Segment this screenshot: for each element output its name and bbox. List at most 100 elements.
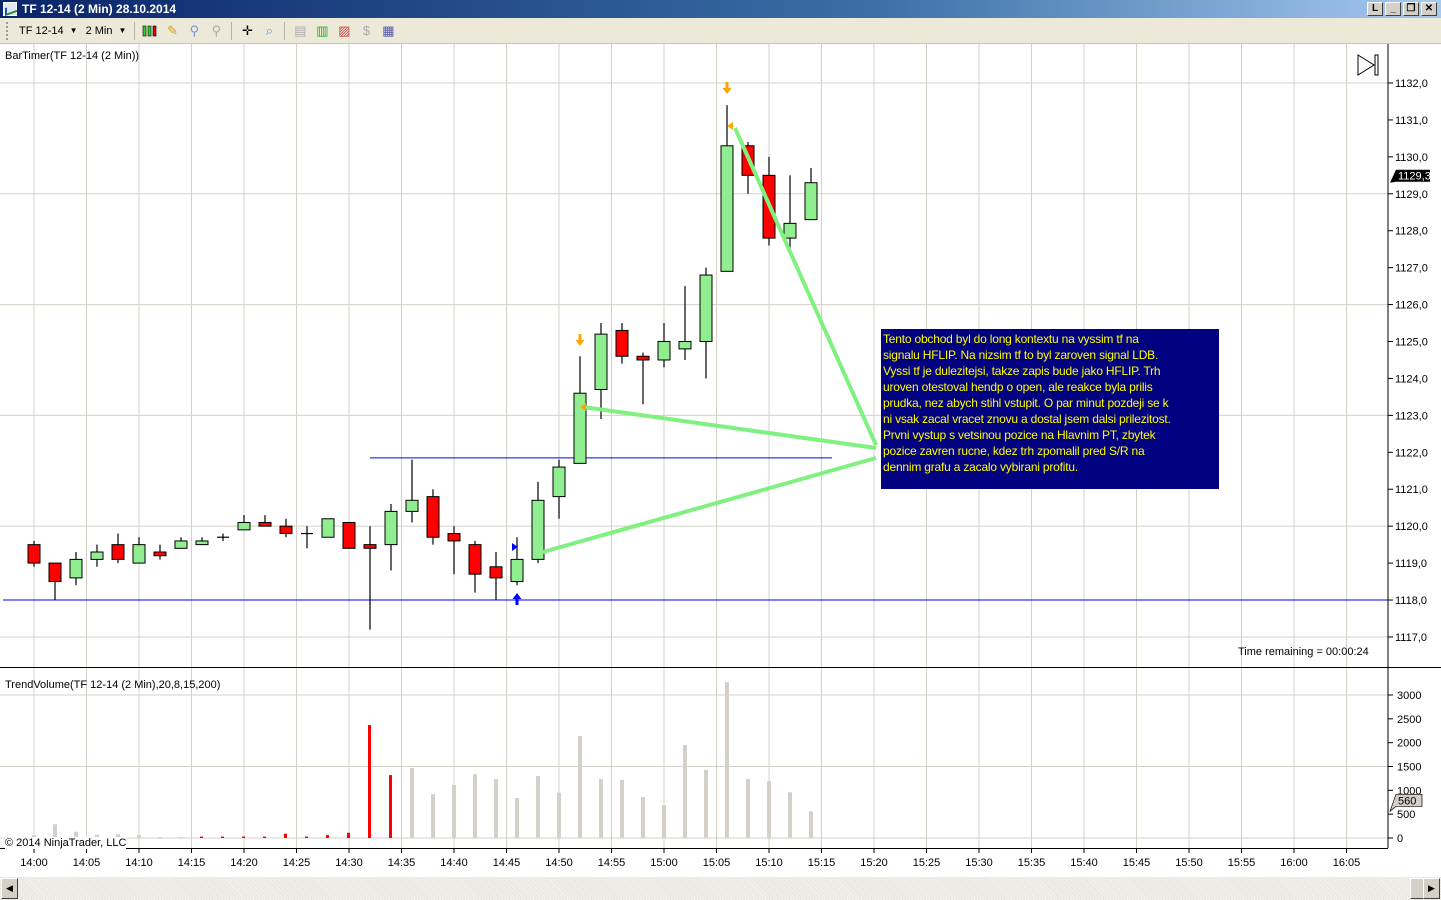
annotation-line: Tento obchod byl do long kontextu na vys… [883,332,1139,346]
divider [231,21,233,40]
properties-icon[interactable]: ▤ [294,22,307,38]
toolbar-grip[interactable] [6,21,9,40]
candle-body [804,182,818,221]
data-box-icon[interactable]: ⌕ [265,22,274,38]
candle-body [237,521,251,531]
instrument-label: TF 12-14 [19,24,64,37]
volume-bar [410,767,414,838]
candle-body [69,558,83,579]
volume-bar [368,725,371,838]
volume-bar [662,805,666,838]
volume-bar [53,824,57,838]
candle-body [699,274,713,343]
candle-body [426,496,440,538]
candle-body [384,510,398,546]
candle-body [783,222,797,239]
last-price-label: 1129,3 [1398,171,1431,183]
entry-marker-icon [512,543,518,551]
window-title: TF 12-14 (2 Min) 28.10.2014 [22,2,177,16]
trade-annotation[interactable]: Tento obchod byl do long kontextu na vys… [881,329,1219,489]
candle-body [636,355,650,361]
time-axis-label: 15:25 [913,857,941,869]
volume-bar [599,778,603,838]
volume-bar [788,792,792,838]
time-axis-label: 16:00 [1280,857,1308,869]
volume-bar [137,835,141,838]
time-axis-label: 15:50 [1175,857,1203,869]
candle-body [48,562,62,583]
volume-bar [515,797,519,838]
volume-axis-label: 500 [1397,809,1415,821]
interval-label: 2 Min [85,24,113,37]
time-axis-label: 14:45 [493,857,521,869]
candle-body [615,329,629,357]
volume-bar [620,779,624,838]
annotation-line: ni vsak zacal vracet znovu a dostal jsem… [883,412,1171,426]
candle-body [405,499,419,512]
candle-body [258,521,272,527]
volume-bar [578,735,582,838]
chart-template-icon[interactable]: ▦ [382,22,395,38]
instrument-dropdown[interactable]: TF 12-14 ▼ [15,21,82,41]
candle-body [90,551,104,560]
entry-marker-icon [580,403,586,411]
volume-bar [389,775,392,838]
time-axis-label: 15:40 [1070,857,1098,869]
pencil-draw-icon[interactable]: ✎ [166,22,178,38]
scroll-right-button[interactable]: ▶ [1423,878,1440,899]
volume-bar [326,835,329,838]
link-button[interactable]: L [1367,2,1383,16]
chevron-down-icon: ▼ [118,26,127,35]
close-button[interactable]: ✕ [1421,2,1437,16]
interval-dropdown[interactable]: 2 Min ▼ [82,21,131,41]
zoom-out-icon[interactable]: ⚲ [211,22,222,38]
volume-bar [767,781,771,838]
candle-body [510,558,524,583]
volume-bar [725,682,729,838]
maximize-button[interactable]: ❐ [1403,2,1419,16]
market-analyzer-icon[interactable]: $ [362,23,370,38]
annotation-line: uroven otestoval hendp o open, ale reakc… [883,380,1153,394]
scroll-left-button[interactable]: ◀ [1,878,18,899]
time-axis-label: 15:45 [1123,857,1151,869]
price-axis-label: 1128,0 [1395,226,1428,238]
annotation-line: pozice zavren rucne, kdez trh zpomalil p… [883,444,1145,458]
time-axis-label: 16:05 [1333,857,1361,869]
time-axis-label: 15:15 [808,857,836,869]
time-axis-label: 14:35 [388,857,416,869]
volume-bar [242,836,245,838]
strategies-icon[interactable]: ▨ [338,22,351,38]
go-to-end-icon[interactable] [1356,53,1380,80]
price-axis-label: 1121,0 [1395,484,1428,496]
time-axis-label: 15:20 [860,857,888,869]
price-axis-label: 1120,0 [1395,521,1428,533]
candle-body [279,525,293,535]
candle-body [174,540,188,549]
zoom-in-icon[interactable]: ⚲ [189,22,200,38]
time-axis-label: 15:55 [1228,857,1256,869]
down-arrow-icon [575,334,585,346]
candlestick-style-icon[interactable] [141,22,159,40]
horizontal-scrollbar[interactable]: ◀ ▶ [0,877,1441,900]
indicators-icon[interactable]: ▥ [316,22,329,38]
price-axis-label: 1119,0 [1395,558,1427,570]
minimize-button[interactable]: _ [1385,2,1401,16]
candle-body [153,551,167,557]
volume-bar [284,833,287,838]
volume-axis-label: 2000 [1397,738,1421,750]
candle-body [573,392,587,464]
last-volume-marker [1389,793,1423,813]
time-axis-label: 14:00 [20,857,48,869]
volume-bar [158,837,162,838]
scrollbar-thumb[interactable] [1410,878,1424,899]
annotation-line: prudka, nez abych stihl vstupit. O par m… [883,396,1169,410]
volume-bar [536,776,540,838]
volume-bar [494,778,498,838]
volume-bar [704,769,708,838]
price-axis-label: 1130,0 [1395,152,1428,164]
volume-bar [74,831,78,838]
crosshair-icon[interactable]: ✛ [241,22,253,38]
time-axis-label: 14:55 [598,857,626,869]
time-axis-label: 15:30 [965,857,993,869]
